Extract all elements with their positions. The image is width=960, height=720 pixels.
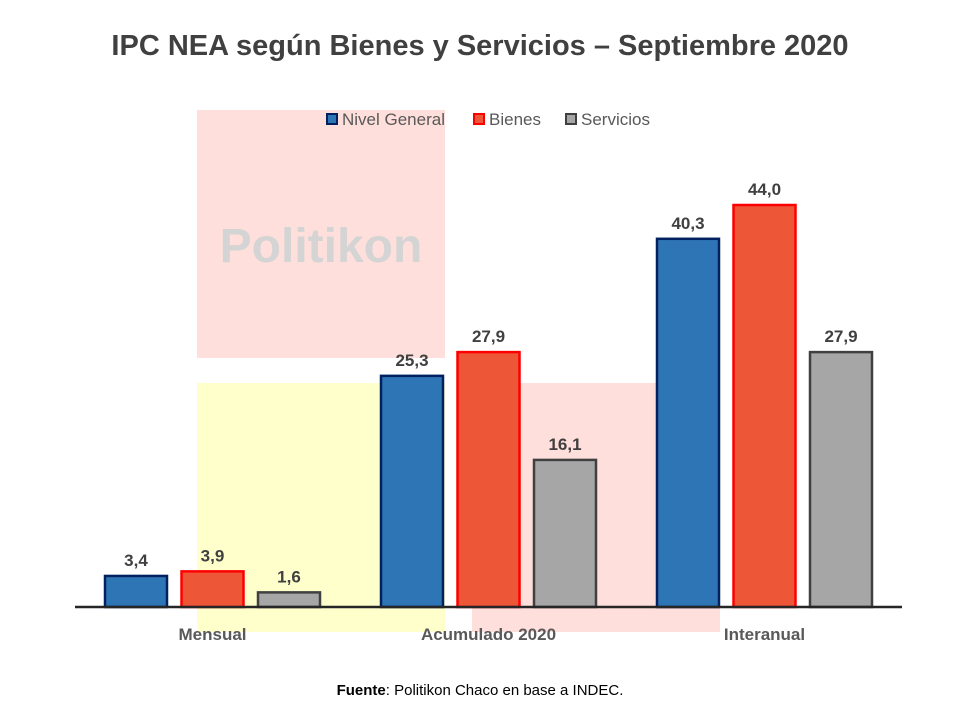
category-label: Acumulado 2020	[421, 625, 556, 644]
data-label: 40,3	[671, 214, 704, 233]
category-label: Mensual	[178, 625, 246, 644]
category-label: Interanual	[724, 625, 805, 644]
legend-swatch	[565, 113, 577, 125]
bar-servicios	[256, 591, 322, 609]
legend-swatch	[326, 113, 338, 125]
bar-servicios	[808, 350, 874, 609]
bar-nivel-general	[103, 574, 169, 609]
source-note: Fuente: Politikon Chaco en base a INDEC.	[0, 682, 960, 699]
legend-label: Nivel General	[342, 110, 445, 129]
source-text: : Politikon Chaco en base a INDEC.	[385, 682, 624, 699]
bar-bienes	[732, 203, 797, 609]
bar-bienes	[180, 570, 245, 609]
data-label: 16,1	[548, 435, 581, 454]
legend-label: Servicios	[581, 110, 650, 129]
data-label: 27,9	[472, 327, 505, 346]
data-label: 3,4	[124, 551, 148, 570]
source-label: Fuente	[336, 682, 386, 699]
data-label: 25,3	[395, 351, 428, 370]
chart-title: IPC NEA según Bienes y Servicios – Septi…	[111, 30, 849, 62]
data-label: 3,9	[201, 546, 225, 565]
bar-nivel-general	[655, 237, 721, 609]
data-label: 27,9	[824, 327, 857, 346]
data-label: 1,6	[277, 567, 301, 586]
legend: Nivel General Bienes Servicios	[326, 110, 650, 129]
watermark-text: Politikon	[220, 220, 423, 273]
legend-label: Bienes	[489, 110, 541, 129]
bar-nivel-general	[379, 374, 445, 609]
legend-swatch	[473, 113, 485, 125]
data-label: 44,0	[748, 180, 781, 199]
bar-servicios	[532, 458, 598, 609]
bar-bienes	[456, 350, 521, 609]
